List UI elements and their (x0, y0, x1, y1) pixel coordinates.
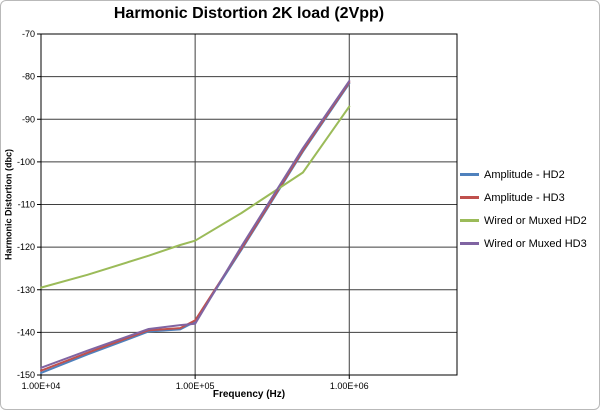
legend-swatch-icon (460, 219, 479, 222)
legend-item[interactable]: Amplitude - HD2 (460, 163, 587, 186)
legend-label: Amplitude - HD2 (484, 168, 565, 181)
y-tick-label: -150 (17, 370, 35, 380)
y-tick-label: -100 (17, 157, 35, 167)
y-tick-label: -130 (17, 285, 35, 295)
y-tick-label: -120 (17, 242, 35, 252)
legend-item[interactable]: Wired or Muxed HD2 (460, 209, 587, 232)
legend-swatch-icon (460, 242, 479, 245)
series-line (40, 79, 351, 369)
legend-label: Wired or Muxed HD3 (484, 237, 587, 250)
x-axis-title: Frequency (Hz) (212, 389, 286, 400)
legend-swatch-icon (460, 196, 479, 199)
legend-swatch-icon (460, 173, 479, 176)
legend-label: Amplitude - HD3 (484, 191, 565, 204)
y-tick-label: -80 (22, 72, 35, 82)
x-tick-label: 1.00E+06 (330, 381, 369, 391)
legend: Amplitude - HD2 Amplitude - HD3 Wired or M… (460, 163, 587, 255)
y-tick-label: -140 (17, 327, 35, 337)
x-tick-label: 1.00E+04 (22, 381, 61, 391)
legend-item[interactable]: Wired or Muxed HD3 (460, 232, 587, 255)
chart-title: Harmonic Distortion 2K load (2Vpp) (113, 5, 385, 22)
legend-label: Wired or Muxed HD2 (484, 214, 587, 227)
y-tick-label: -110 (18, 200, 35, 210)
plot-border (40, 33, 458, 376)
legend-item[interactable]: Amplitude - HD3 (460, 186, 587, 209)
series-line (40, 105, 351, 289)
y-tick-label: -90 (22, 114, 35, 124)
y-tick-label: -70 (22, 29, 35, 39)
x-tick-label: 1.00E+05 (176, 381, 215, 391)
